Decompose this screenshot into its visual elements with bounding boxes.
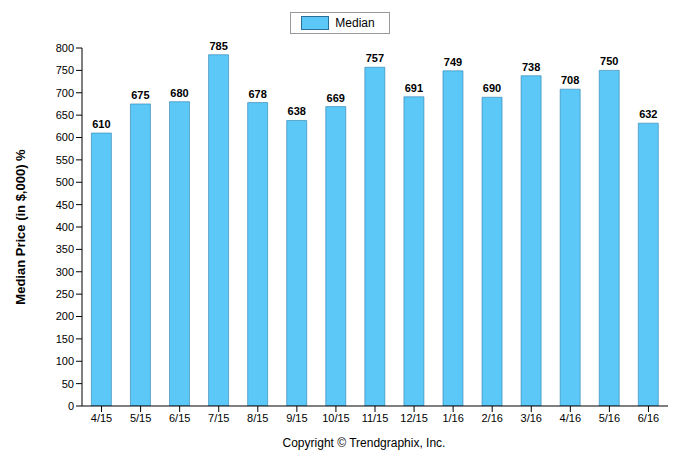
svg-text:250: 250: [56, 288, 74, 300]
svg-text:0: 0: [68, 400, 74, 412]
svg-text:200: 200: [56, 310, 74, 322]
svg-text:600: 600: [56, 131, 74, 143]
svg-text:2/16: 2/16: [481, 412, 502, 424]
svg-text:708: 708: [561, 74, 579, 86]
svg-text:12/15: 12/15: [400, 412, 428, 424]
svg-text:785: 785: [209, 40, 227, 52]
svg-text:5/16: 5/16: [599, 412, 620, 424]
svg-text:3/16: 3/16: [521, 412, 542, 424]
svg-text:678: 678: [248, 88, 266, 100]
svg-text:450: 450: [56, 199, 74, 211]
svg-text:8/15: 8/15: [247, 412, 268, 424]
svg-text:4/15: 4/15: [91, 412, 112, 424]
svg-text:400: 400: [56, 221, 74, 233]
svg-text:550: 550: [56, 154, 74, 166]
svg-text:5/15: 5/15: [130, 412, 151, 424]
svg-text:1/16: 1/16: [442, 412, 463, 424]
svg-text:638: 638: [288, 105, 306, 117]
html-text:Median: Median: [335, 16, 375, 30]
svg-text:6/15: 6/15: [169, 412, 190, 424]
svg-text:350: 350: [56, 243, 74, 255]
svg-text:50: 50: [62, 378, 74, 390]
svg-text:100: 100: [56, 355, 74, 367]
svg-text:750: 750: [600, 55, 618, 67]
svg-text:680: 680: [170, 87, 188, 99]
svg-text:9/15: 9/15: [286, 412, 307, 424]
svg-text:650: 650: [56, 109, 74, 121]
svg-text:757: 757: [366, 52, 384, 64]
svg-text:6/16: 6/16: [638, 412, 659, 424]
svg-text:11/15: 11/15: [362, 412, 389, 424]
svg-text:675: 675: [131, 89, 149, 101]
svg-text:500: 500: [56, 176, 74, 188]
svg-text:Median Price (in $,000) %: Median Price (in $,000) %: [13, 149, 28, 305]
svg-text:749: 749: [444, 56, 462, 68]
svg-text:700: 700: [56, 87, 74, 99]
svg-text:690: 690: [483, 82, 501, 94]
svg-text:669: 669: [327, 92, 345, 104]
svg-text:4/16: 4/16: [560, 412, 581, 424]
svg-text:150: 150: [56, 333, 74, 345]
svg-text:7/15: 7/15: [208, 412, 229, 424]
svg-text:691: 691: [405, 82, 423, 94]
svg-text:10/15: 10/15: [322, 412, 350, 424]
svg-text:632: 632: [639, 108, 657, 120]
svg-text:800: 800: [56, 42, 74, 54]
html-text:Copyright © Trendgraphix, Inc.: Copyright © Trendgraphix, Inc.: [282, 436, 446, 450]
svg-text:738: 738: [522, 61, 540, 73]
svg-text:300: 300: [56, 266, 74, 278]
svg-text:750: 750: [56, 64, 74, 76]
svg-text:610: 610: [92, 118, 110, 130]
